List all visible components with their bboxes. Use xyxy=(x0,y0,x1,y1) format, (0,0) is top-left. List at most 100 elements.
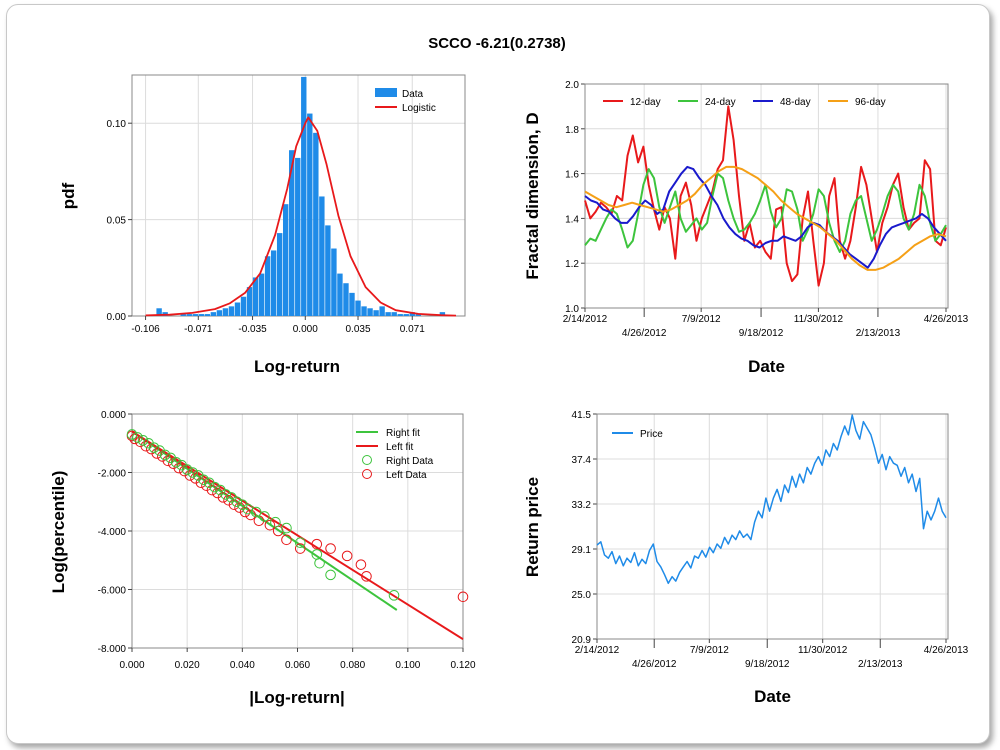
x-tick-label: 0.000 xyxy=(119,660,144,671)
y-tick-label: 33.2 xyxy=(572,500,592,511)
y-tick-label: -4.000 xyxy=(98,527,127,538)
histogram-bar xyxy=(198,314,205,316)
y-tick-label: 20.9 xyxy=(572,635,592,646)
histogram-bar xyxy=(180,314,186,316)
x-tick-label: 0.100 xyxy=(395,660,420,671)
histogram-bar xyxy=(331,248,337,316)
histogram-panel: -0.106 -0.071 -0.035 0.000 0.035 0.071 0.00 0.0… xyxy=(59,74,466,376)
x-axis-label: Log-return xyxy=(254,357,340,376)
y-tick-label: 25.0 xyxy=(572,590,592,601)
data-point-right-data xyxy=(159,449,171,461)
data-point-right-data xyxy=(231,496,243,508)
histogram-bar xyxy=(301,76,307,316)
x-tick-label: 2/14/2012 xyxy=(575,645,620,656)
series-line-24-day xyxy=(584,168,947,253)
data-point-right-data xyxy=(294,537,306,549)
x-tick-label: 4/26/2012 xyxy=(622,328,667,339)
data-point-left-data xyxy=(294,543,306,554)
logistic-fit-line xyxy=(145,116,457,317)
data-point-right-data xyxy=(209,481,221,493)
y-tick-label: 1.2 xyxy=(565,259,579,270)
x-tick-label: -0.071 xyxy=(184,324,213,335)
histogram-bar xyxy=(367,308,373,316)
series-line-price xyxy=(596,414,947,585)
legend-label: Right fit xyxy=(386,428,420,439)
x-tick-label: 11/30/2012 xyxy=(794,314,844,325)
legend-label: 12-day xyxy=(630,97,661,108)
data-point-left-data xyxy=(361,571,372,582)
y-tick-label: -2.000 xyxy=(98,469,127,480)
y-tick-label: 29.1 xyxy=(572,545,592,556)
legend-label-logistic: Logistic xyxy=(402,103,436,114)
x-tick-label: 0.035 xyxy=(346,324,371,335)
data-point-right-data xyxy=(250,506,262,518)
data-point-left-data xyxy=(245,509,256,521)
data-point-right-data xyxy=(126,429,138,440)
y-tick-label: 0.00 xyxy=(107,312,127,323)
series-line-12-day xyxy=(584,105,947,287)
fit-line-left-fit xyxy=(131,430,464,641)
x-axis-label: |Log-return| xyxy=(249,688,344,707)
histogram-bar xyxy=(156,308,162,316)
y-tick-label: 37.4 xyxy=(572,455,592,466)
data-point-right-data xyxy=(314,557,325,569)
y-tick-label: -6.000 xyxy=(98,586,127,597)
histogram-bar xyxy=(349,292,355,316)
histogram-bar xyxy=(276,233,283,316)
data-point-right-data xyxy=(198,474,210,486)
legend-swatch-data xyxy=(375,88,397,97)
y-tick-label: 1.8 xyxy=(565,125,579,136)
data-point-left-data xyxy=(151,448,163,459)
x-tick-label: -0.106 xyxy=(131,324,160,335)
legend-label: Left Data xyxy=(386,470,427,481)
y-tick-label: 1.6 xyxy=(565,170,579,181)
histogram-bar xyxy=(204,314,211,316)
y-axis-label: Log(percentile) xyxy=(49,471,68,594)
y-tick-label: 41.5 xyxy=(572,410,592,421)
data-point-right-data xyxy=(281,522,292,534)
data-point-left-data xyxy=(325,543,336,554)
histogram-bar xyxy=(379,306,385,316)
x-tick-label: 0.000 xyxy=(293,324,318,335)
y-tick-label: 1.4 xyxy=(565,214,579,225)
x-axis-label: Date xyxy=(754,687,791,706)
tail-panel: 0.000 0.020 0.040 0.060 0.080 0.100 0.120 0.000… xyxy=(49,410,476,707)
data-point-right-data xyxy=(259,511,270,522)
chart-title: SCCO -6.21(0.2738) xyxy=(428,35,566,52)
histogram-bar xyxy=(319,196,325,316)
histogram-bar xyxy=(289,150,295,316)
x-tick-label: 9/18/2012 xyxy=(739,328,784,339)
histogram-bar xyxy=(252,277,259,316)
data-point-right-data xyxy=(220,489,232,500)
data-point-left-data xyxy=(239,506,251,518)
data-point-right-data xyxy=(270,516,281,528)
histogram-bar xyxy=(337,273,343,316)
x-tick-label: 9/18/2012 xyxy=(745,659,790,670)
histogram-bar xyxy=(409,312,415,316)
histogram-bar xyxy=(361,306,367,316)
price-panel: 20.9 25.0 29.1 33.2 37.4 41.5 2/14/2012 7/9/201… xyxy=(523,410,969,706)
x-tick-label: 0.120 xyxy=(450,660,475,671)
x-tick-label: 0.040 xyxy=(230,660,255,671)
data-point-left-data xyxy=(217,492,229,503)
x-tick-label: 0.020 xyxy=(175,660,200,671)
histogram-bar xyxy=(343,283,349,316)
series-line-96-day xyxy=(584,165,947,271)
x-tick-label: 2/13/2013 xyxy=(856,328,901,339)
x-tick-label: 4/26/2012 xyxy=(632,659,677,670)
histogram-bar xyxy=(216,310,223,316)
x-axis-label: Date xyxy=(748,357,785,376)
data-point-left-data xyxy=(184,470,196,481)
series-line-48-day xyxy=(584,165,947,269)
histogram-bar xyxy=(234,302,241,316)
histogram-bar xyxy=(222,308,229,316)
data-point-left-data xyxy=(195,477,207,489)
legend-swatch xyxy=(362,455,372,465)
legend-label: Right Data xyxy=(386,456,434,467)
y-tick-label: 1.0 xyxy=(565,304,579,315)
data-point-right-data xyxy=(388,590,400,601)
x-tick-label: 4/26/2013 xyxy=(924,645,969,656)
x-tick-label: 0.080 xyxy=(340,660,365,671)
histogram-bar xyxy=(313,132,319,316)
data-point-right-data xyxy=(148,442,160,453)
